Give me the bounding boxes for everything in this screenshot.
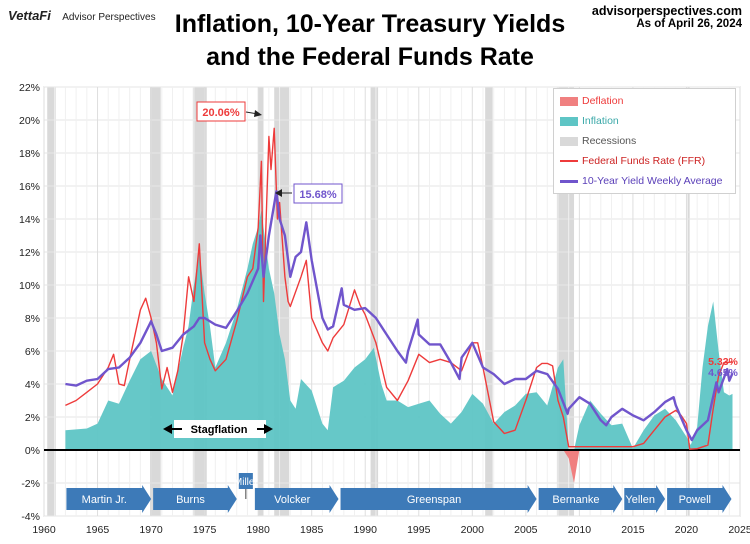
era-label-miller: Miller	[234, 477, 259, 488]
x-tick-label: 2015	[621, 524, 645, 536]
y-tick-label: 6%	[25, 346, 40, 358]
x-tick-label: 1980	[246, 524, 270, 536]
legend-yield-label: 10-Year Yield Weekly Average	[582, 175, 723, 187]
legend-deflation-swatch	[560, 96, 578, 106]
era-arrow-7	[667, 485, 732, 513]
chart-title: Inflation, 10-Year Treasury Yields and t…	[120, 8, 620, 74]
era-arrow-miller	[238, 473, 253, 489]
y-tick-label: 4%	[25, 379, 40, 391]
x-tick-label: 1985	[300, 524, 324, 536]
legend-yield-swatch	[560, 179, 578, 183]
x-tick-label: 2025	[728, 524, 750, 536]
site-url: advisorperspectives.com	[591, 4, 742, 18]
y-tick-label: 18%	[19, 148, 40, 160]
title-line-1: Inflation, 10-Year Treasury Yields	[174, 10, 566, 38]
x-tick-label: 1970	[139, 524, 163, 536]
y-tick-label: 16%	[19, 181, 40, 193]
era-label-3: Volcker	[274, 494, 310, 506]
era-arrow-5	[538, 485, 623, 513]
era-label-7: Powell	[679, 494, 711, 506]
legend-ffr-label: Federal Funds Rate (FFR)	[582, 155, 706, 167]
legend-recessions-label: Recessions	[582, 135, 637, 147]
legend-recessions-swatch	[560, 136, 578, 146]
y-tick-label: 0%	[25, 445, 40, 457]
y-tick-label: 20%	[19, 115, 40, 127]
ffr-latest-label: 5.33%	[708, 356, 738, 368]
x-tick-label: 1975	[193, 524, 217, 536]
ffr-peak-arrowhead	[254, 110, 262, 117]
y-tick-label: 12%	[19, 247, 40, 259]
era-label-5: Bernanke	[552, 494, 599, 506]
recession-band-4	[274, 87, 290, 516]
era-label-6: Yellen	[625, 494, 655, 506]
stagflation-label: Stagflation	[191, 424, 248, 436]
legend-inflation-swatch	[560, 116, 578, 126]
x-tick-label: 1990	[354, 524, 378, 536]
inflation-area	[65, 210, 733, 450]
x-tick-label: 2005	[514, 524, 538, 536]
legend-recessions: Recessions	[560, 133, 636, 149]
x-tick-label: 2000	[461, 524, 485, 536]
era-arrow-6	[624, 485, 666, 513]
legend-inflation: Inflation	[560, 113, 619, 129]
recession-band-0	[47, 87, 56, 516]
y-tick-label: 10%	[19, 280, 40, 292]
vettafi-logo: VettaFi	[8, 8, 51, 23]
ffr-peak-label: 20.06%	[202, 107, 240, 119]
era-arrow-0	[66, 485, 152, 513]
legend-ffr-swatch	[560, 160, 578, 162]
stagflation-arrowhead-left	[163, 424, 172, 434]
era-label-0: Martin Jr.	[82, 494, 127, 506]
brand: VettaFi Advisor Perspectives	[8, 8, 156, 23]
recession-band-5	[370, 87, 379, 516]
yield-peak-arrowhead	[275, 189, 282, 197]
y-tick-label: 22%	[19, 82, 40, 94]
stagflation-arrowhead-right	[264, 424, 273, 434]
era-arrow-3	[254, 485, 339, 513]
x-tick-label: 1960	[32, 524, 56, 536]
legend-deflation: Deflation	[560, 93, 623, 109]
yield-peak-label: 15.68%	[299, 189, 337, 201]
recession-band-8	[687, 87, 690, 516]
y-tick-label: -2%	[21, 478, 40, 490]
yield-peak-box	[293, 183, 343, 204]
y-tick-label: 2%	[25, 412, 40, 424]
y-tick-label: -4%	[21, 511, 40, 523]
era-label-4: Greenspan	[407, 494, 461, 506]
brand-subtitle: Advisor Perspectives	[62, 12, 156, 23]
legend-yield: 10-Year Yield Weekly Average	[560, 173, 722, 189]
title-line-2: and the Federal Funds Rate	[206, 43, 534, 71]
x-tick-label: 1995	[407, 524, 431, 536]
legend-deflation-label: Deflation	[582, 95, 624, 107]
recession-band-1	[150, 87, 161, 516]
yield-line	[65, 190, 734, 442]
era-arrow-4	[340, 485, 537, 513]
era-label-1: Burns	[176, 494, 205, 506]
yield-latest-label: 4.65%	[708, 367, 738, 379]
legend-inflation-label: Inflation	[582, 115, 619, 127]
as-of-date: As of April 26, 2024	[636, 18, 742, 30]
x-tick-label: 2020	[675, 524, 699, 536]
legend-ffr: Federal Funds Rate (FFR)	[560, 153, 705, 169]
site-info: advisorperspectives.com As of April 26, …	[592, 4, 742, 30]
stagflation-bg	[174, 420, 266, 438]
y-tick-label: 8%	[25, 313, 40, 325]
legend: Deflation Inflation Recessions Federal F…	[553, 88, 736, 194]
ffr-line	[65, 127, 733, 450]
ffr-peak-box	[196, 101, 246, 122]
x-tick-label: 1965	[86, 524, 110, 536]
recession-band-6	[485, 87, 493, 516]
x-tick-label: 2010	[568, 524, 592, 536]
era-arrow-1	[153, 485, 237, 513]
y-tick-label: 14%	[19, 214, 40, 226]
